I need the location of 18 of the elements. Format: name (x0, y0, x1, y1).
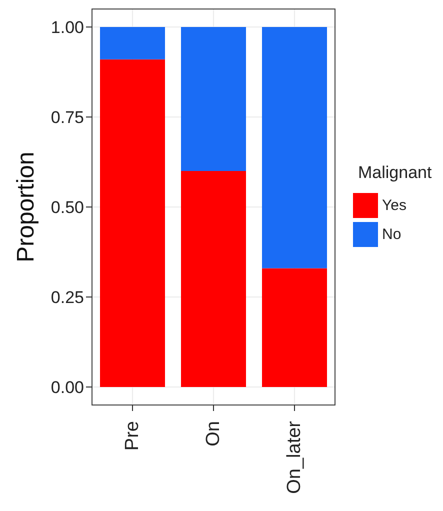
bar (262, 27, 327, 268)
y-tick-label: 0.75 (50, 108, 84, 128)
bar (100, 59, 165, 387)
bar (262, 268, 327, 387)
legend-title: Malignant (358, 163, 432, 183)
y-axis-title: Proportion (12, 152, 40, 262)
x-tick-label: Pre (122, 421, 143, 451)
bar (181, 27, 246, 171)
legend-label: Yes (382, 197, 406, 214)
y-tick-label: 0.25 (50, 288, 84, 308)
legend-label: No (382, 226, 402, 243)
y-tick-label: 1.00 (50, 18, 84, 38)
x-tick-label: On_later (284, 420, 305, 494)
bar (181, 171, 246, 387)
bar (100, 27, 165, 60)
x-tick-label: On (203, 421, 224, 446)
y-tick-label: 0.50 (50, 198, 84, 218)
y-tick-label: 0.00 (50, 378, 84, 398)
